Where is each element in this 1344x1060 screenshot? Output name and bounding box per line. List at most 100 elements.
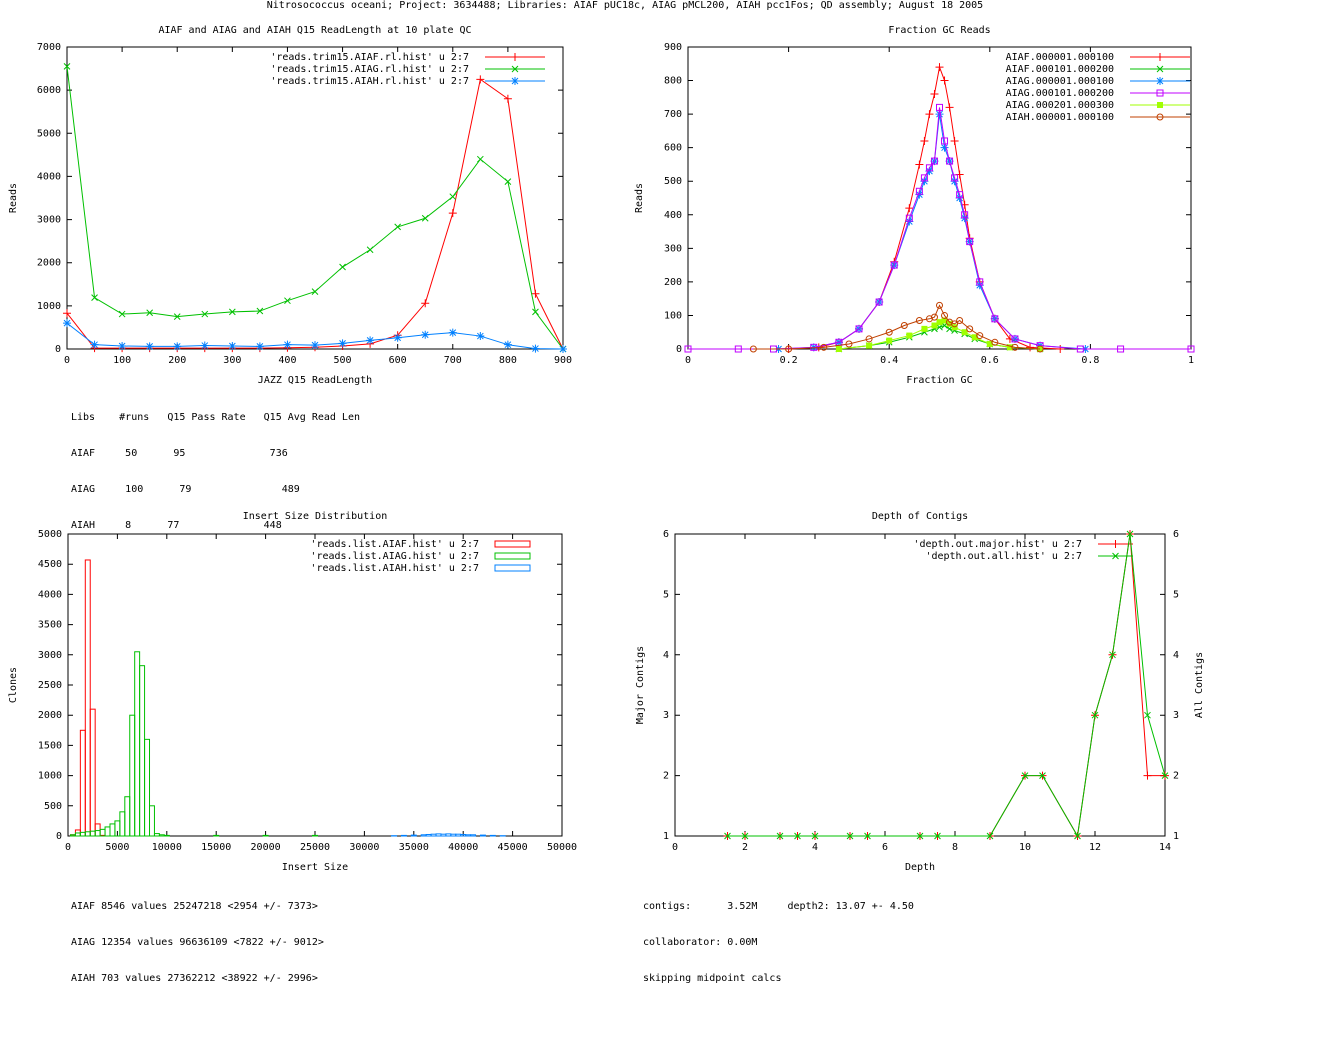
chart-title: Fraction GC Reads [888,25,990,36]
star-marker [311,341,319,350]
histogram-bar [79,729,86,837]
square-marker [920,174,928,182]
plus-marker [1143,771,1152,780]
x-tick-label: 600 [389,355,407,366]
cross-marker [916,832,924,840]
histogram-bar [440,833,447,837]
legend-label: 'reads.list.AIAF.hist' u 2:7 [310,539,479,550]
star-marker [118,341,127,350]
star-marker [531,344,540,353]
cross-marker [1021,772,1029,779]
histogram-bar [144,738,151,837]
cross-marker [1112,552,1119,560]
plus-marker [935,63,944,72]
series-1 [63,63,567,353]
x-axis-label: Fraction GC [906,375,972,386]
filled-square-marker [961,329,968,336]
plus-marker [476,75,485,84]
histogram-bar [158,834,165,837]
histogram-bar [84,831,91,837]
histogram-bar [262,834,269,837]
histogram-bar [69,834,76,837]
cross-marker [811,832,819,840]
square-marker [976,278,984,286]
plus-marker [1026,343,1035,352]
x-axis-label: Depth [905,862,935,873]
plus-marker [503,94,512,103]
x-tick-label: 500 [334,355,352,366]
x-tick-label: 300 [223,355,241,366]
circle-marker [991,338,999,346]
cross-marker [846,832,854,840]
star-marker [421,330,430,339]
square-marker [915,187,923,195]
histogram-bar [84,559,91,837]
y2-tick-label: 4 [1173,650,1179,661]
x-tick-label: 25000 [300,842,330,853]
plus-marker [925,110,934,119]
cross-marker [1109,651,1116,659]
histogram-bar [139,665,146,837]
x-tick-label: 10000 [152,842,182,853]
circle-marker [1011,343,1019,351]
cross-marker [1144,711,1151,719]
read-length-stats: Libs #runs Q15 Pass Rate Q15 Avg Read Le… [71,388,360,544]
star-marker [90,340,99,349]
chart-title: Insert Size Distribution [243,511,388,522]
y-tick-label: 1000 [38,771,62,782]
filled-square-marker [946,320,953,327]
x-tick-label: 0.2 [780,355,798,366]
x-tick-label: 40000 [448,842,478,853]
stats-line: AIAF 50 95 736 [71,448,288,459]
series-line [66,78,564,350]
y-tick-label: 500 [664,176,682,187]
y-tick-label: 3000 [38,650,62,661]
square-marker [1117,345,1125,353]
series-1 [724,530,1169,840]
star-marker [228,341,237,350]
y-tick-label: 900 [664,42,682,53]
square-marker [936,103,943,111]
fraction-gc-chart: Fraction GC Reads 0 0.2 0.4 0.6 0.8 1 0 100 200 30… [634,25,1195,386]
plus-marker [915,160,924,169]
y-tick-label: 100 [664,310,682,321]
y-tick-label: 7000 [37,42,61,53]
y-axis-label: Major Contigs [635,646,646,724]
plot-frame [674,533,1166,837]
series-line [727,533,1165,838]
legend-label: 'reads.list.AIAH.hist' u 2:7 [310,563,479,574]
histogram-bar [312,834,318,837]
square-marker [946,157,954,165]
y-tick-label: 800 [664,76,682,87]
legend-label: AIAG.000201.000300 [1006,100,1114,111]
square-marker [956,191,964,199]
histogram-bar [89,708,96,837]
star-marker [200,341,209,350]
circle-marker [946,318,954,326]
filled-square-marker [921,325,928,332]
square-marker [1187,345,1195,353]
x-axis-label: JAZZ Q15 ReadLength [258,375,372,386]
y-tick-label: 0 [676,344,682,355]
square-marker [734,345,742,353]
circle-marker [936,301,943,309]
square-marker [961,211,969,219]
legend-label: 'reads.list.AIAG.hist' u 2:7 [310,551,479,562]
square-marker [991,315,999,323]
series-line [66,66,564,350]
x-tick-label: 0 [672,842,678,853]
cross-marker [1091,711,1099,719]
x-tick-label: 15000 [201,842,231,853]
histogram-bar [79,831,86,837]
chart-title: AIAF and AIAG and AIAH Q15 ReadLength at… [158,25,471,36]
histogram-bar [89,830,96,837]
filled-square-marker [971,334,978,341]
stats-line: contigs: 3.52M depth2: 13.07 +- 4.50 [643,901,914,912]
cross-marker [228,308,236,316]
circle-marker [1156,113,1164,121]
histogram-bar [134,651,141,837]
histogram-bar [109,823,116,837]
series-0 [63,75,567,353]
plus-marker [940,76,949,85]
cross-marker [511,65,519,73]
